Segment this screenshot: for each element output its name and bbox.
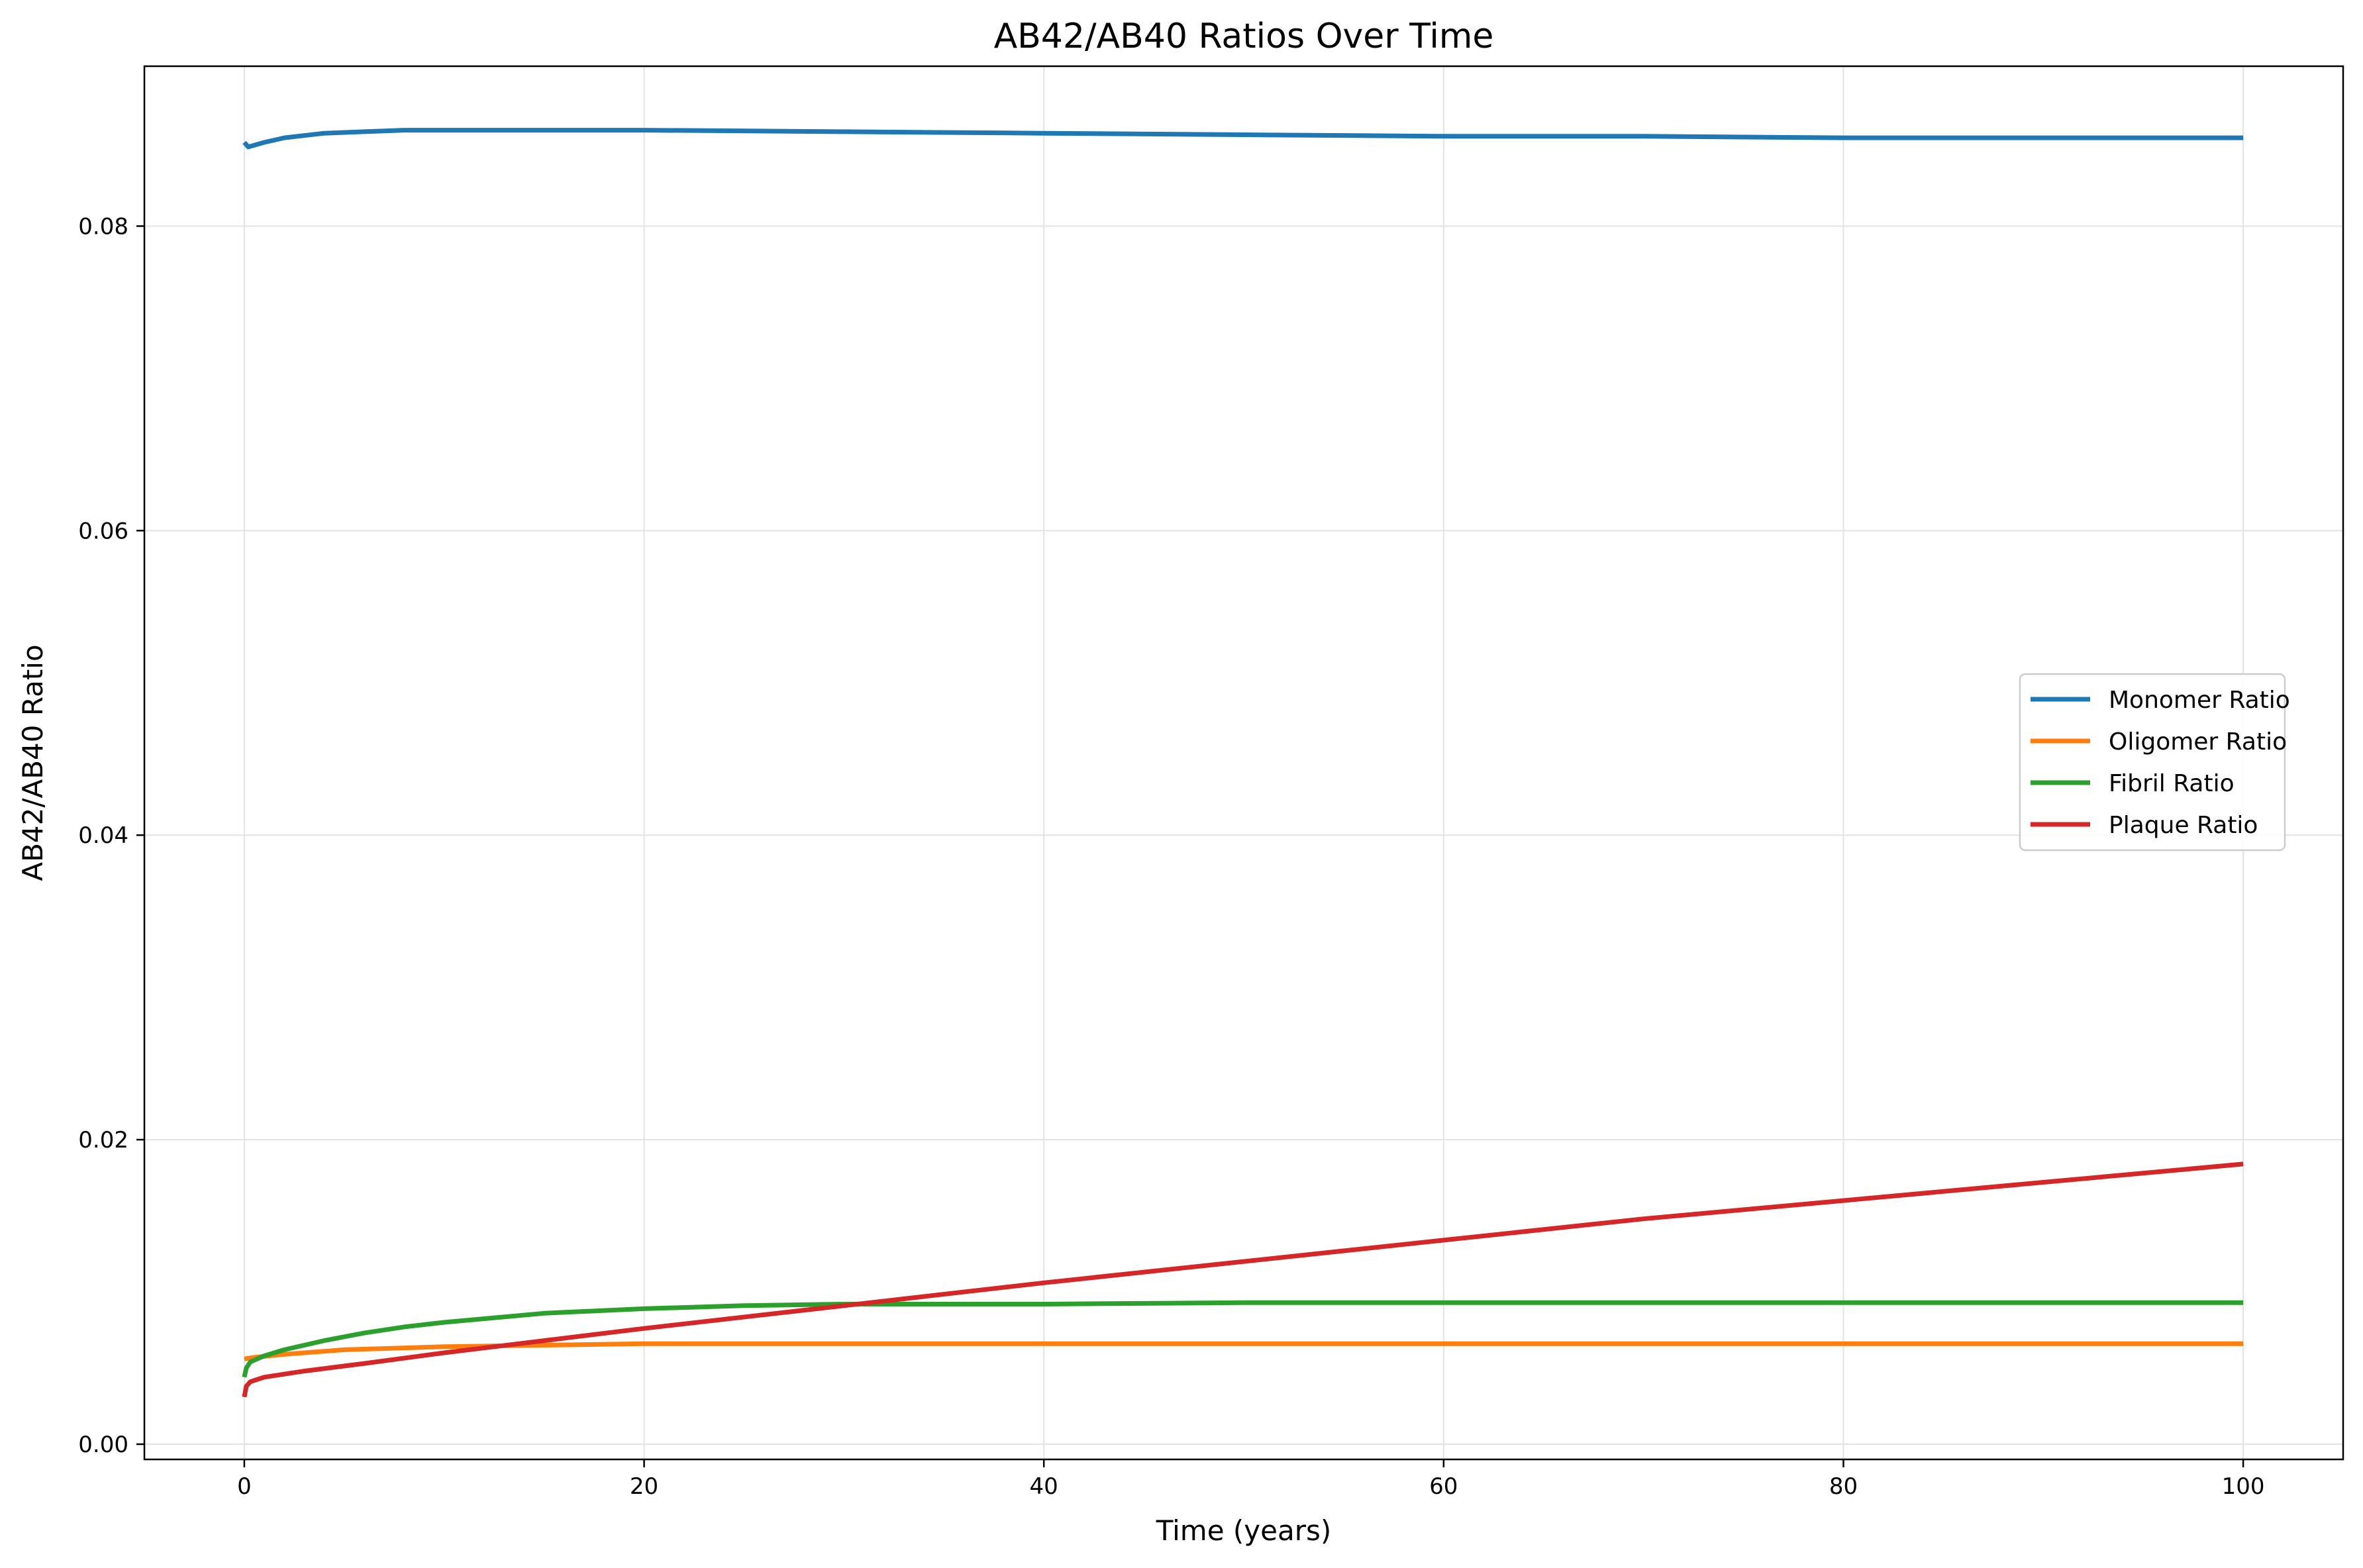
series-layer (242, 128, 2244, 1398)
legend-box (2019, 673, 2286, 852)
x-tick-label: 80 (1829, 1473, 1858, 1500)
y-tick-label: 0.02 (78, 1127, 128, 1153)
y-axis: 0.00 0.02 0.04 0.06 0.08 (78, 213, 144, 1458)
chart-title: AB42/AB40 Ratios Over Time (994, 17, 1494, 56)
y-tick-label: 0.00 (78, 1432, 128, 1458)
legend-label-monomer-ratio: Monomer Ratio (2109, 687, 2290, 714)
series-line-fibril-ratio (242, 1300, 2244, 1378)
legend: Monomer Ratio Oligomer Ratio Fibril Ratio P… (2019, 673, 2290, 852)
grid-lines (144, 66, 2343, 1459)
series-line-monomer-ratio (242, 128, 2244, 150)
series-line-oligomer-ratio (244, 1341, 2244, 1361)
y-axis-label: AB42/AB40 Ratio (17, 644, 49, 881)
x-tick-label: 40 (1030, 1473, 1058, 1500)
y-tick-label: 0.06 (78, 518, 128, 544)
x-tick-label: 60 (1429, 1473, 1458, 1500)
x-tick-label: 100 (2222, 1473, 2265, 1500)
x-tick-label: 20 (630, 1473, 658, 1500)
x-tick-label: 0 (237, 1473, 252, 1500)
series-line-plaque-ratio (242, 1161, 2244, 1398)
legend-label-plaque-ratio: Plaque Ratio (2109, 812, 2258, 839)
x-axis: 0 20 40 60 80 100 (237, 1459, 2265, 1500)
y-tick-label: 0.04 (78, 822, 128, 849)
y-tick-label: 0.08 (78, 213, 128, 240)
plot-frame (143, 65, 2344, 1461)
x-axis-label: Time (years) (1156, 1514, 1332, 1547)
legend-label-fibril-ratio: Fibril Ratio (2109, 770, 2235, 797)
legend-label-oligomer-ratio: Oligomer Ratio (2109, 728, 2287, 756)
